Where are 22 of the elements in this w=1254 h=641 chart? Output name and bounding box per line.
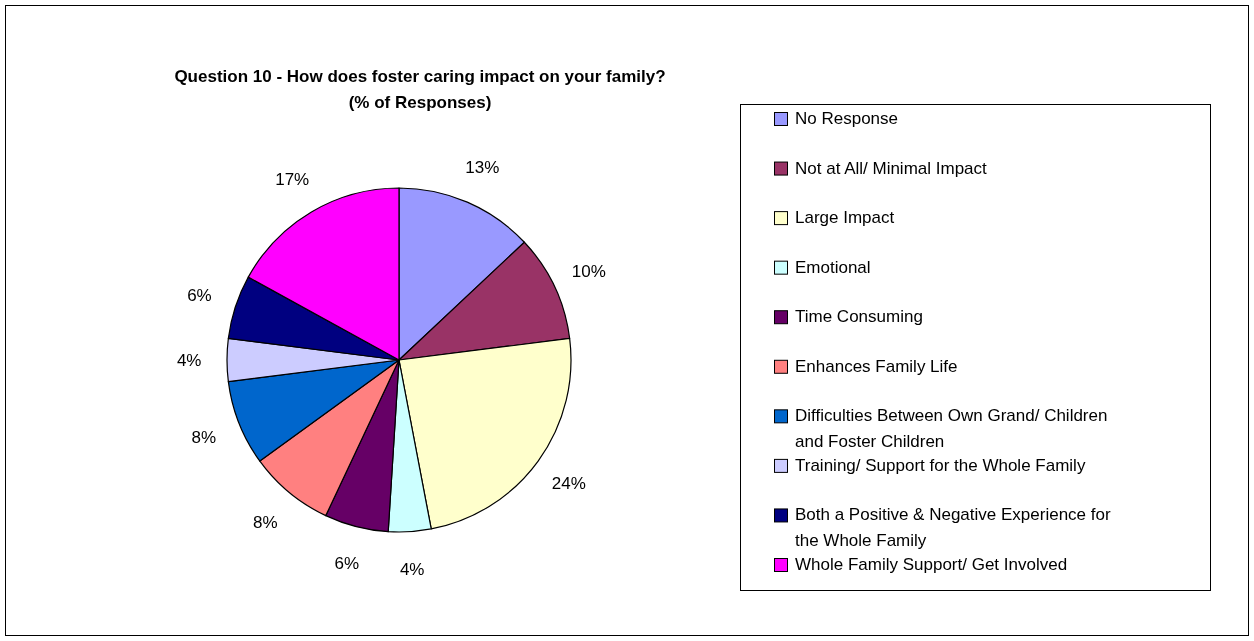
legend-label: Whole Family Support/ Get Involved [795,554,1068,574]
legend-label: Large Impact [795,208,895,228]
data-label: 4% [399,560,425,580]
data-label: 6% [334,554,360,574]
legend-label: Difficulties Between Own Grand/ Children and Foster Children [795,406,1108,451]
legend-label: No Response [795,108,899,128]
data-label: 13% [465,158,500,178]
legend-label: Time Consuming [795,307,923,327]
legend-label: Emotional [795,257,871,277]
data-label: 6% [187,286,212,306]
data-label: 10% [571,261,606,281]
data-label: 8% [252,512,278,532]
data-label: 17% [275,170,310,190]
data-label: 8% [191,428,217,448]
legend-label: Both a Positive & Negative Experience for the Whole Family [795,505,1111,550]
legend-label: Training/ Support for the Whole Family [795,455,1086,475]
legend-label: Not at All/ Minimal Impact [795,158,988,178]
data-label: 24% [551,474,586,494]
legend-label: Enhances Family Life [795,356,958,376]
chart-subtitle: (% of Responses) [348,93,492,112]
data-label: 4% [176,350,202,370]
chart-title: Question 10 - How does foster caring impact on your family? [174,67,666,86]
